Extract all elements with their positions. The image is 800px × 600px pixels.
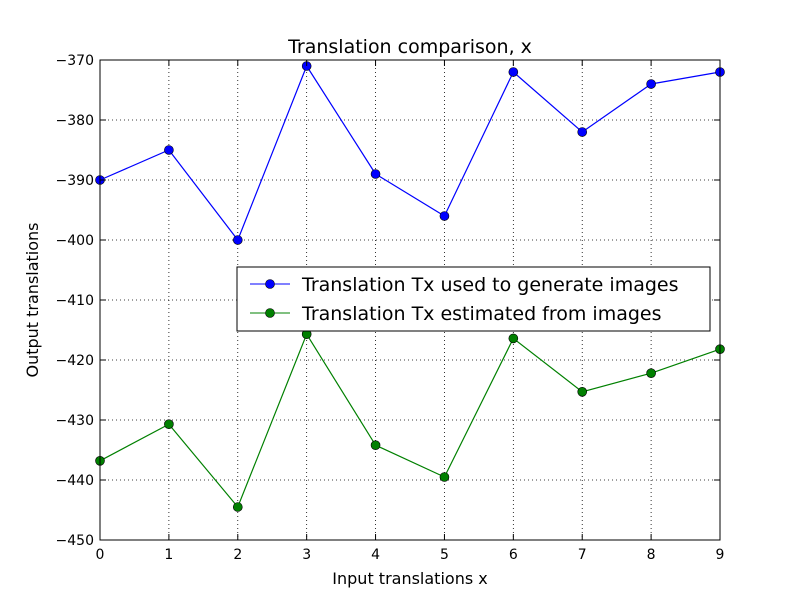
series-2-point [232, 502, 243, 512]
y-tick-label: −440 [56, 473, 94, 489]
chart-title: Translation comparison, x [287, 36, 532, 58]
legend-box [236, 266, 711, 332]
y-tick-label: −400 [56, 233, 94, 249]
y-tick-label: −370 [56, 53, 94, 69]
axis-ticks: 0 1 2 3 4 5 6 7 8 9 −370 −380 −390 −400 −410 −420 −430 −4… [56, 53, 725, 563]
series-2-point [646, 368, 656, 379]
series-1-point [577, 127, 588, 137]
legend: Translation Tx used to generate images T… [236, 266, 711, 332]
legend-marker-series-1 [265, 279, 275, 289]
y-tick-label: −420 [56, 353, 94, 369]
series-1-point [370, 169, 381, 179]
series-1-point [439, 211, 450, 221]
x-tick-label: 3 [302, 547, 311, 563]
x-tick-label: 6 [509, 547, 518, 563]
legend-label-series-1: Translation Tx used to generate images [301, 274, 679, 296]
series-2-point [577, 386, 588, 397]
x-tick-label: 1 [164, 547, 173, 563]
legend-marker-series-2 [265, 308, 275, 318]
x-tick-label: 5 [440, 547, 449, 563]
series-1-point [232, 235, 243, 245]
x-axis-title: Input translations x [332, 569, 487, 588]
y-tick-label: −390 [56, 173, 94, 189]
legend-label-series-2: Translation Tx estimated from images [301, 303, 662, 325]
x-tick-label: 9 [716, 547, 725, 563]
x-tick-label: 7 [578, 547, 587, 563]
plot-series [95, 61, 725, 512]
series-line-2 [99, 332, 721, 509]
series-2-point [370, 440, 381, 451]
series-2-point [439, 472, 450, 482]
y-tick-label: −430 [56, 413, 94, 429]
series-1-point [164, 145, 174, 155]
y-tick-label: −380 [56, 113, 94, 129]
series-1-point [508, 67, 519, 77]
series-2-point [508, 333, 519, 344]
x-tick-label: 2 [233, 547, 242, 563]
x-tick-label: 4 [371, 547, 380, 563]
y-tick-label: −410 [56, 293, 94, 309]
x-tick-label: 8 [647, 547, 656, 563]
series-2-point [164, 419, 174, 430]
y-tick-label: −450 [56, 533, 94, 549]
series-1-point [646, 79, 656, 89]
x-tick-label: 0 [96, 547, 105, 563]
y-axis-title: Output translations [23, 222, 42, 377]
series-line-1 [99, 64, 721, 242]
